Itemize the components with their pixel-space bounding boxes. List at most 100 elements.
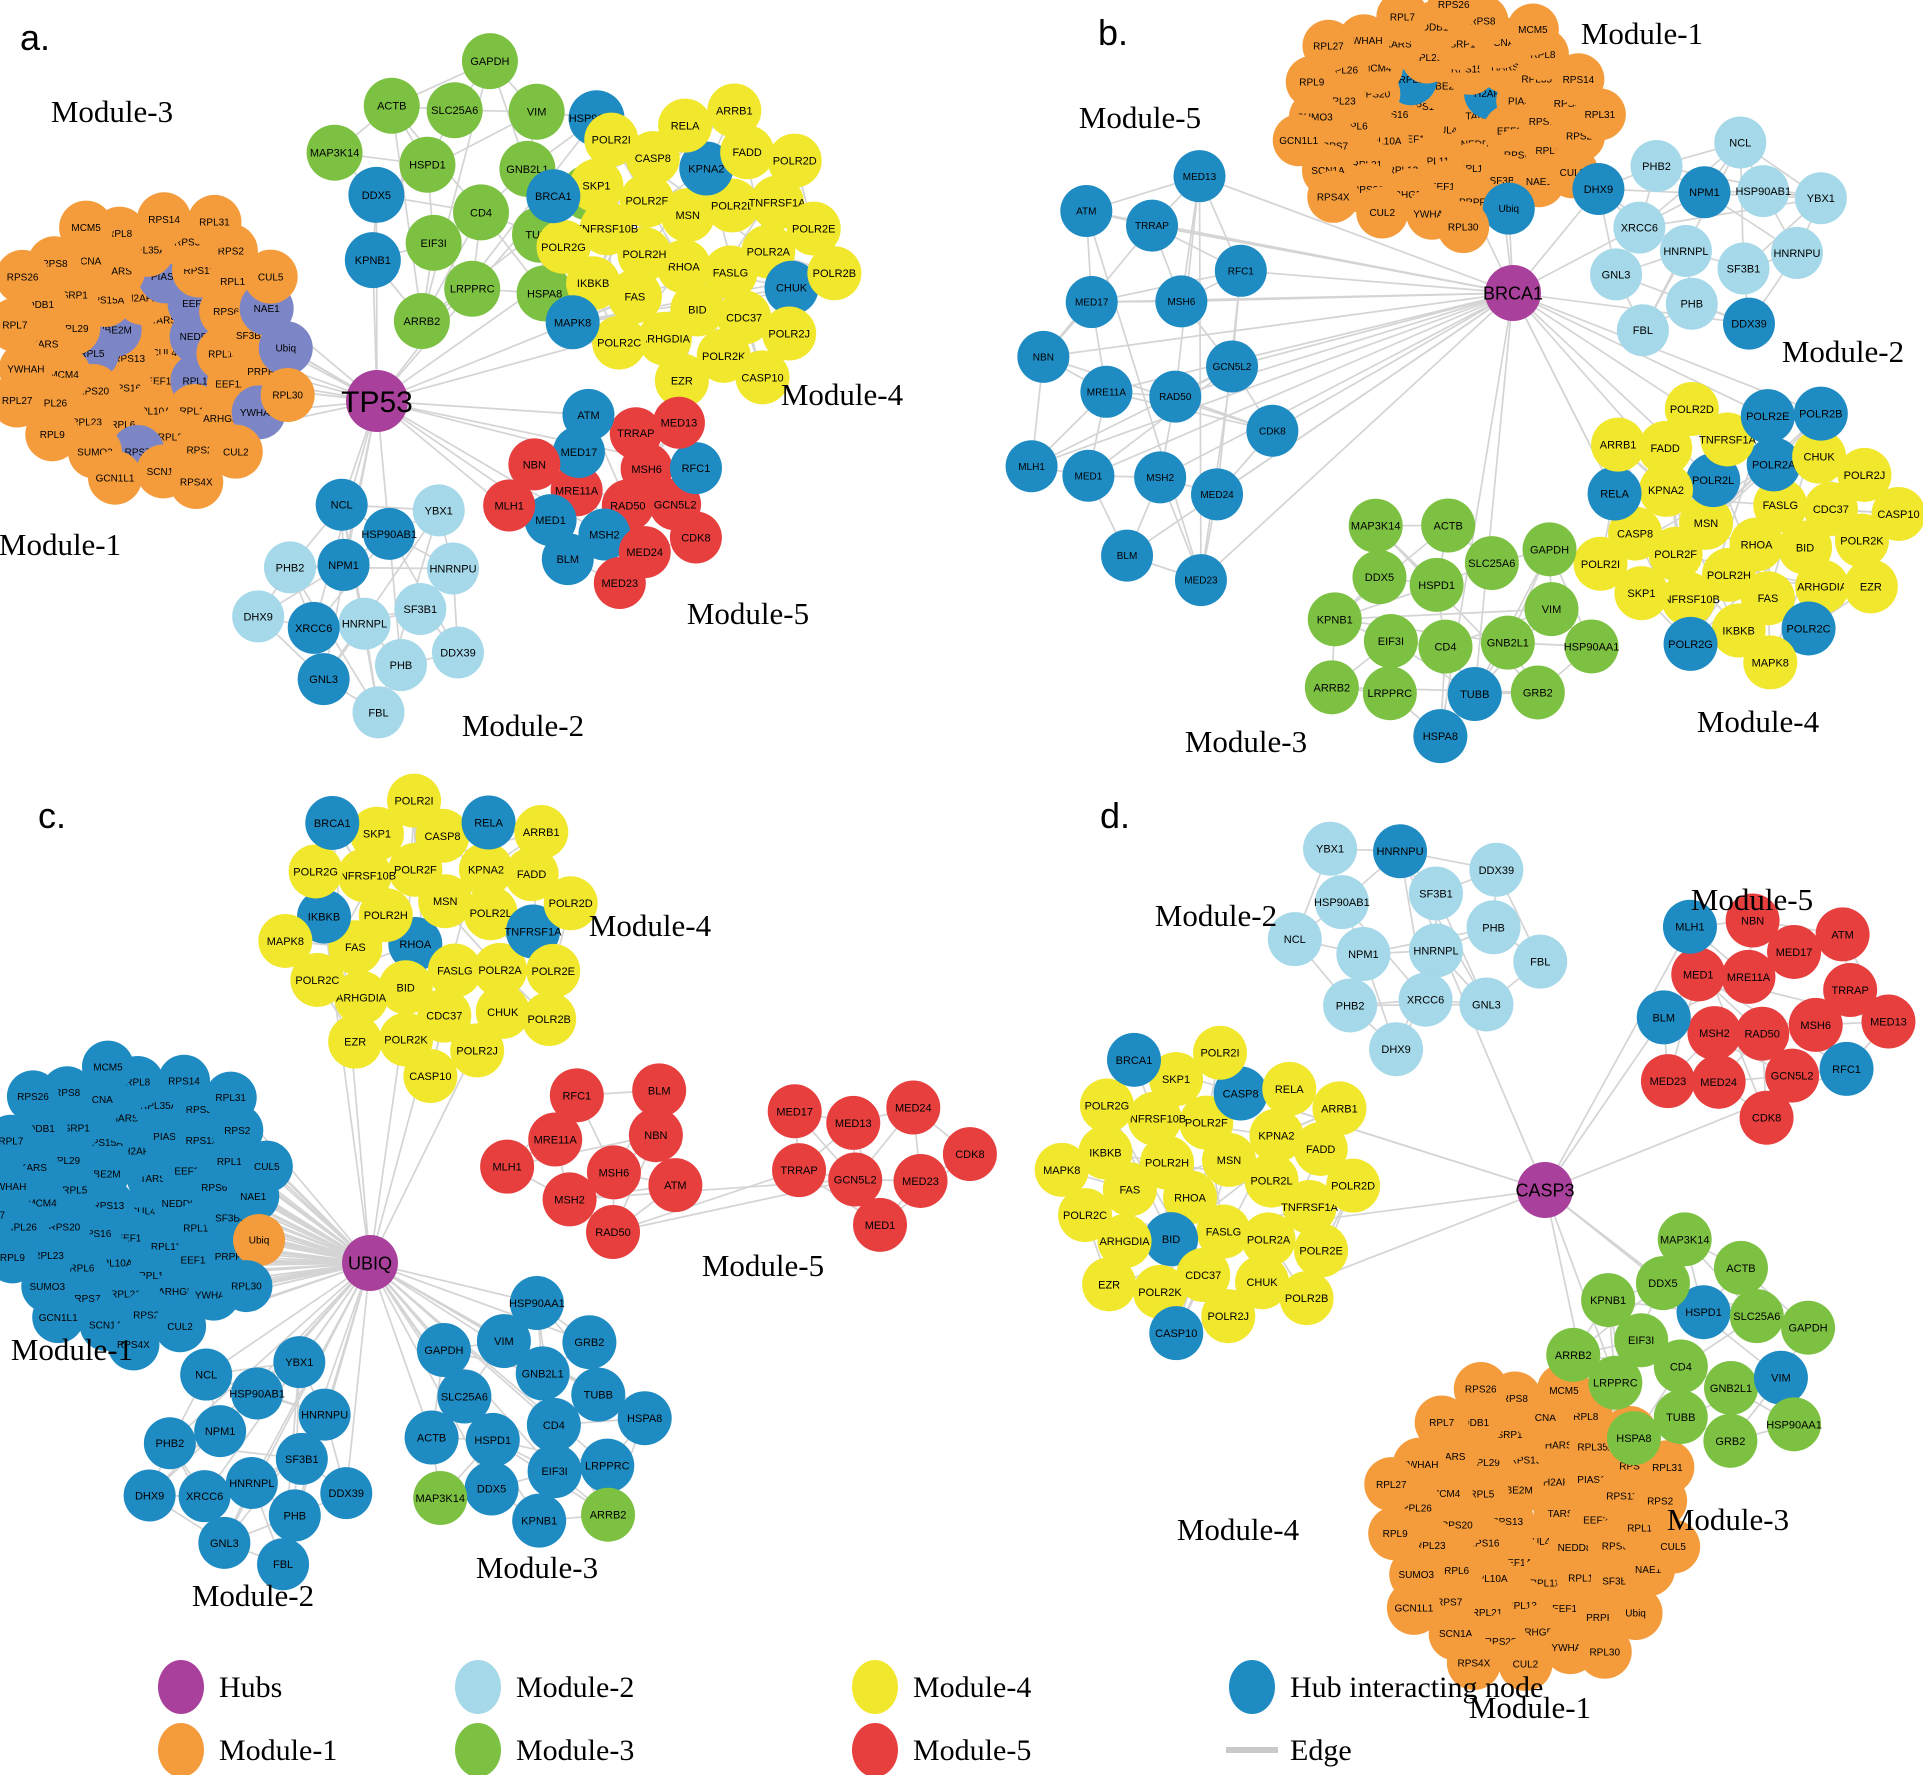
node-circle[interactable] — [1671, 947, 1726, 1002]
node-circle[interactable] — [658, 98, 713, 153]
node-circle[interactable] — [1386, 1580, 1441, 1635]
network-node[interactable]: Ubiq — [258, 321, 313, 376]
network-node[interactable]: MRE11A — [1080, 365, 1133, 418]
network-node[interactable]: RELA — [461, 795, 516, 850]
network-node[interactable]: RPL30 — [1577, 1624, 1632, 1679]
network-node[interactable]: POLR2E — [526, 943, 581, 998]
network-node[interactable]: DDX5 — [1352, 550, 1407, 605]
network-node[interactable]: GNL3 — [297, 653, 350, 706]
network-node[interactable]: CUL5 — [243, 249, 298, 304]
node-circle[interactable] — [0, 1114, 37, 1167]
network-node[interactable]: ARRB2 — [1304, 660, 1359, 715]
network-node[interactable]: FBL — [1616, 304, 1669, 357]
node-circle[interactable] — [288, 844, 343, 899]
node-circle[interactable] — [1753, 478, 1808, 533]
node-circle[interactable] — [1648, 526, 1703, 581]
node-circle[interactable] — [344, 232, 401, 289]
node-circle[interactable] — [515, 1346, 570, 1401]
node-circle[interactable] — [243, 249, 298, 304]
node-circle[interactable] — [1369, 1022, 1424, 1077]
node-circle[interactable] — [1082, 1257, 1137, 1312]
network-node[interactable]: XRCC6 — [1398, 972, 1453, 1027]
node-circle[interactable] — [1062, 449, 1115, 502]
node-circle[interactable] — [1326, 1158, 1381, 1213]
network-node[interactable]: MAP3K14 — [306, 124, 363, 181]
node-circle[interactable] — [1843, 559, 1898, 614]
node-circle[interactable] — [1446, 1636, 1501, 1691]
network-node[interactable]: NPM1 — [1678, 166, 1731, 219]
node-circle[interactable] — [1127, 1091, 1182, 1146]
node-circle[interactable] — [1638, 421, 1693, 476]
hub-circle[interactable] — [1485, 265, 1541, 321]
node-circle[interactable] — [1213, 1066, 1268, 1121]
node-circle[interactable] — [720, 125, 775, 180]
network-node[interactable]: POLR2I — [1193, 1025, 1248, 1080]
node-circle[interactable] — [257, 1538, 310, 1591]
network-node[interactable]: POLR2A — [1746, 437, 1801, 492]
node-circle[interactable] — [1437, 201, 1490, 254]
node-circle[interactable] — [225, 1456, 278, 1509]
node-circle[interactable] — [1793, 386, 1848, 441]
network-node[interactable]: POLR2B — [807, 246, 862, 301]
hub-node-CASP3[interactable]: CASP3 — [1515, 1162, 1575, 1218]
network-node[interactable]: HNRNPU — [426, 542, 479, 595]
network-node[interactable]: BRCA1 — [1106, 1032, 1161, 1087]
network-node[interactable]: MLH1 — [483, 479, 536, 532]
node-circle[interactable] — [1206, 340, 1259, 393]
network-node[interactable]: GCN1L1 — [1272, 114, 1325, 167]
node-circle[interactable] — [1144, 1212, 1199, 1267]
network-node[interactable]: SLC25A6 — [1464, 536, 1519, 591]
node-circle[interactable] — [1364, 1457, 1419, 1512]
network-node[interactable]: CDK8 — [1246, 404, 1299, 457]
node-circle[interactable] — [786, 201, 841, 256]
node-circle[interactable] — [1272, 114, 1325, 167]
node-circle[interactable] — [1174, 554, 1227, 607]
network-node[interactable]: XRCC6 — [1613, 201, 1666, 254]
network-node[interactable]: POLR2D — [767, 133, 822, 188]
node-circle[interactable] — [1348, 498, 1403, 553]
node-circle[interactable] — [1701, 547, 1756, 602]
node-circle[interactable] — [579, 201, 634, 256]
network-node[interactable]: MED24 — [1691, 1054, 1746, 1109]
node-circle[interactable] — [403, 1049, 458, 1104]
network-node[interactable]: SF3B1 — [1408, 866, 1463, 921]
node-circle[interactable] — [1140, 1135, 1195, 1190]
node-circle[interactable] — [1409, 557, 1464, 612]
node-circle[interactable] — [1753, 1350, 1808, 1405]
node-circle[interactable] — [461, 795, 516, 850]
network-node[interactable]: MSH2 — [1687, 1006, 1742, 1061]
node-circle[interactable] — [1577, 1624, 1632, 1679]
network-node[interactable]: HSPA8 — [1413, 709, 1468, 764]
network-node[interactable]: DDX5 — [348, 166, 405, 223]
node-circle[interactable] — [305, 795, 360, 850]
network-node[interactable]: RPS14 — [158, 1054, 211, 1107]
network-node[interactable]: NCL — [315, 478, 368, 531]
network-node[interactable]: PHB2 — [1323, 978, 1378, 1033]
network-node[interactable]: MED13 — [652, 396, 705, 449]
node-circle[interactable] — [1293, 1121, 1348, 1176]
node-circle[interactable] — [628, 1108, 683, 1163]
node-circle[interactable] — [1005, 440, 1058, 493]
node-circle[interactable] — [1101, 529, 1154, 582]
network-node[interactable]: YBX1 — [273, 1336, 326, 1389]
network-node[interactable]: PHB2 — [263, 541, 316, 594]
node-circle[interactable] — [290, 952, 345, 1007]
network-node[interactable]: GNL3 — [1590, 248, 1643, 301]
node-circle[interactable] — [1506, 3, 1559, 56]
network-node[interactable]: HNRNPU — [1373, 824, 1428, 879]
node-circle[interactable] — [260, 368, 315, 423]
node-circle[interactable] — [232, 590, 285, 643]
node-circle[interactable] — [1155, 275, 1208, 328]
network-node[interactable]: ARRB2 — [393, 292, 450, 349]
node-circle[interactable] — [198, 1516, 251, 1569]
network-node[interactable]: VIM — [1753, 1350, 1808, 1405]
network-node[interactable]: EIF3I — [405, 214, 462, 271]
network-node[interactable]: RFC1 — [669, 442, 722, 495]
node-circle[interactable] — [1613, 201, 1666, 254]
network-node[interactable]: KPNB1 — [344, 232, 401, 289]
network-node[interactable]: RPL30 — [260, 368, 315, 423]
node-circle[interactable] — [1413, 709, 1468, 764]
node-circle[interactable] — [1653, 1339, 1708, 1394]
node-circle[interactable] — [1294, 1223, 1349, 1278]
node-circle[interactable] — [268, 1489, 321, 1542]
